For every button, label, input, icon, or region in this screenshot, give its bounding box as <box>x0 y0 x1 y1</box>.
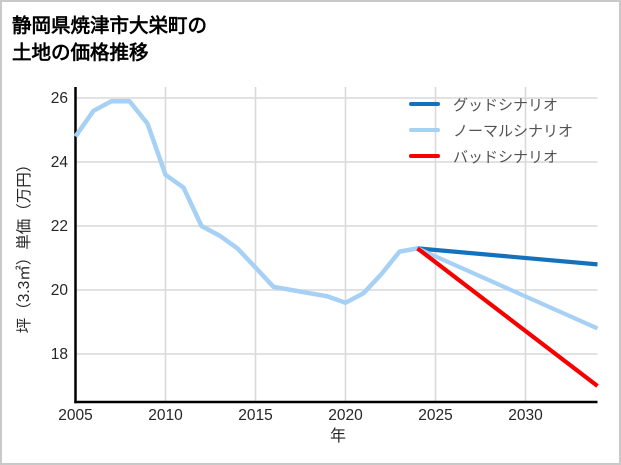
y-axis-label: 坪（3.3㎡）単価（万円） <box>16 156 33 334</box>
legend-item-1: ノーマルシナリオ <box>409 117 573 143</box>
x-tick-label-2025: 2025 <box>418 407 453 424</box>
y-tick-label-20: 20 <box>50 281 68 299</box>
normal-line <box>416 246 599 331</box>
legend-label: グッドシナリオ <box>453 96 559 114</box>
legend-item-2: バッドシナリオ <box>409 143 573 169</box>
good-line <box>417 246 598 267</box>
y-tick-label-22: 22 <box>50 217 68 235</box>
x-tick-label-2015: 2015 <box>238 407 273 424</box>
legend-item-0: グッドシナリオ <box>409 91 573 117</box>
legend: グッドシナリオ ノーマルシナリオ バッドシナリオ <box>409 91 573 169</box>
legend-label: ノーマルシナリオ <box>453 122 574 140</box>
y-tick-label-24: 24 <box>50 153 68 171</box>
title-line-2: 土地の価格推移 <box>12 42 149 64</box>
title-line-1: 静岡県焼津市大栄町の <box>12 15 208 37</box>
y-tick-label-18: 18 <box>50 345 68 363</box>
x-tick-label-2005: 2005 <box>58 407 93 424</box>
y-tick-label-26: 26 <box>50 89 68 107</box>
page-title: 静岡県焼津市大栄町の 土地の価格推移 <box>12 13 207 67</box>
legend-line-swatch <box>409 154 440 158</box>
historical-line <box>73 98 418 306</box>
legend-line-swatch <box>409 102 440 106</box>
x-tick-label-2020: 2020 <box>328 407 363 424</box>
x-axis-label: 年 <box>329 428 346 445</box>
x-tick-label-2030: 2030 <box>508 407 543 424</box>
x-tick-label-2010: 2010 <box>148 407 183 424</box>
legend-label: バッドシナリオ <box>453 148 559 166</box>
bad-line <box>416 246 599 388</box>
legend-line-swatch <box>409 128 440 132</box>
